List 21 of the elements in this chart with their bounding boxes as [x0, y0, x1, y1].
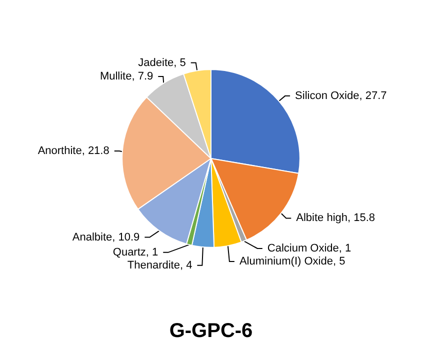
text: G-GPC-6: [169, 320, 253, 342]
data-label: , 21.8: [82, 145, 110, 158]
data-label: , 27.7: [359, 90, 387, 102]
slice-label: Anorthite: [38, 145, 82, 158]
data-label: , 10.9: [112, 231, 140, 244]
data-label: , 15.8: [348, 212, 376, 224]
slice-label: Quartz: [112, 246, 146, 258]
data-label: , 1: [338, 242, 352, 254]
slice-label: Analbite: [72, 231, 112, 244]
slice-label: Mullite: [100, 70, 132, 82]
slice-label: Aluminium(I) Oxide: [239, 255, 333, 268]
data-label: , 1: [146, 246, 158, 258]
slice-label: Thenardite: [127, 259, 180, 272]
slice-label: Silicon Oxide: [295, 90, 360, 102]
data-label: , 5: [332, 255, 346, 268]
data-label: , 5: [174, 56, 186, 69]
data-label: , 7.9: [132, 70, 154, 82]
slice-label: Albite high: [296, 212, 348, 224]
slice-label: Calcium Oxide: [267, 242, 339, 254]
slice-label: Jadeite: [138, 56, 174, 69]
data-label: , 4: [180, 259, 192, 272]
